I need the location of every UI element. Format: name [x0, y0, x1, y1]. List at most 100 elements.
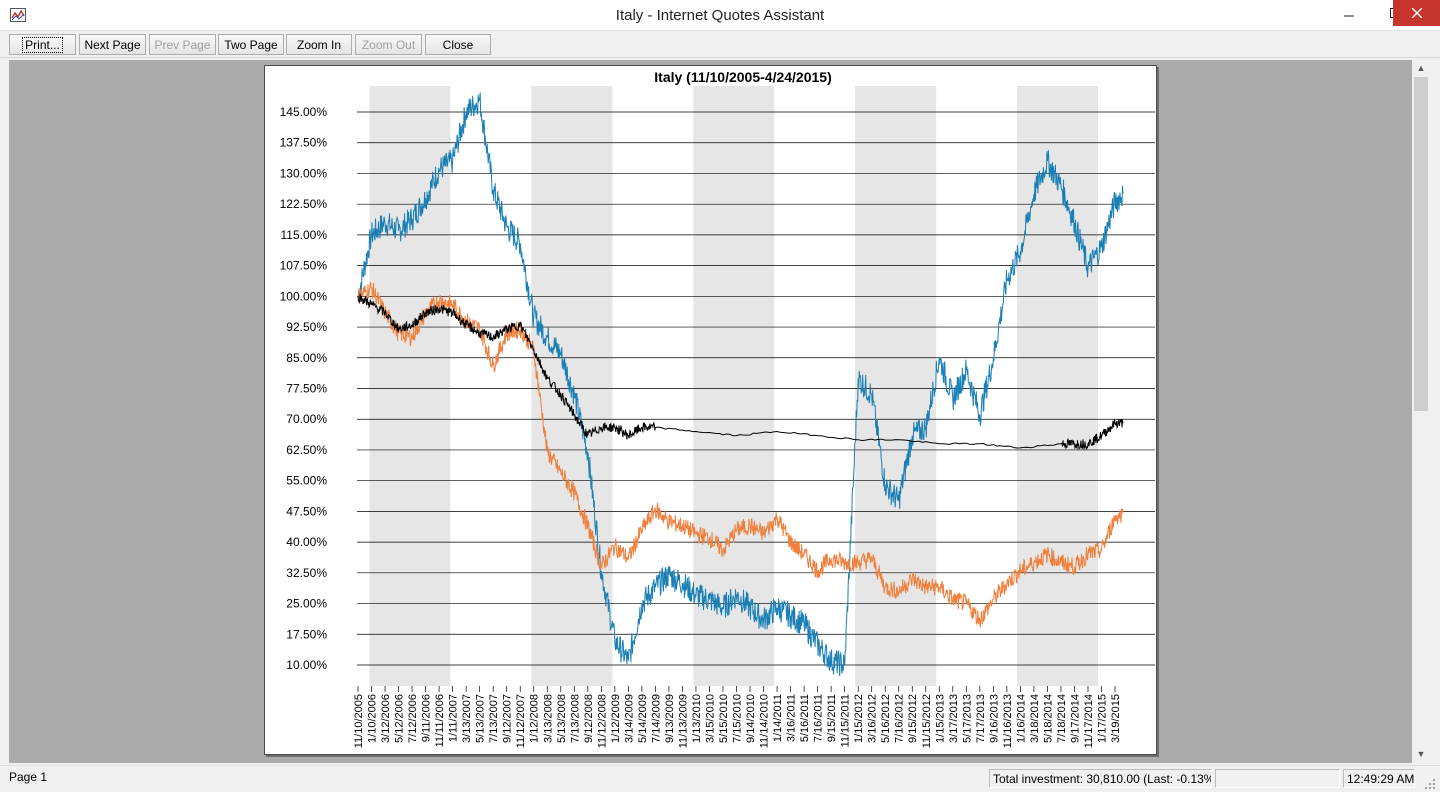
year-band: [1017, 86, 1098, 686]
x-tick-label: 9/13/2009: [664, 694, 676, 743]
title-bar: Italy - Internet Quotes Assistant: [0, 0, 1440, 31]
vertical-scrollbar[interactable]: ▲ ▼: [1412, 60, 1430, 763]
print-button-label: Print...: [22, 36, 63, 53]
x-tick-label: 11/15/2011: [840, 694, 852, 747]
x-tick-label: 5/13/2008: [556, 694, 568, 743]
x-tick-label: 7/15/2010: [732, 694, 744, 743]
y-tick-label: 137.50%: [280, 136, 328, 150]
x-tick-label: 7/16/2012: [894, 694, 906, 743]
y-tick-label: 17.50%: [286, 627, 327, 641]
x-tick-label: 1/12/2009: [610, 694, 622, 743]
chart: 145.00% 137.50% 130.00% 122.50% 115.00% 107.5…: [280, 69, 1155, 748]
zoom-out-label: Zoom Out: [361, 37, 416, 52]
x-tick-label: 3/16/2012: [867, 694, 879, 743]
y-tick-label: 10.00%: [286, 658, 327, 672]
close-preview-label: Close: [442, 37, 474, 52]
minimize-icon: [1344, 15, 1354, 17]
x-tick-label: 11/10/2005: [353, 694, 365, 748]
app-icon[interactable]: [10, 8, 26, 22]
x-tick-label: 7/16/2011: [813, 694, 825, 742]
y-tick-label: 85.00%: [286, 351, 327, 365]
zoom-in-button[interactable]: Zoom In: [286, 34, 352, 55]
y-tick-label: 107.50%: [280, 259, 328, 273]
x-tick-label: 9/12/2007: [502, 694, 514, 743]
x-tick-label: 9/16/2013: [988, 694, 1000, 743]
y-tick-label: 70.00%: [286, 412, 327, 426]
year-band: [531, 86, 613, 686]
x-tick-label: 3/18/2014: [1029, 694, 1041, 743]
x-tick-label: 11/12/2008: [596, 694, 608, 748]
x-tick-label: 1/10/2006: [367, 694, 379, 743]
x-tick-label: 5/15/2010: [718, 694, 730, 743]
year-bands: [369, 86, 1098, 686]
x-tick-label: 9/12/2008: [583, 694, 595, 743]
close-icon: [1411, 8, 1422, 18]
y-tick-label: 100.00%: [280, 289, 328, 303]
x-tick-label: 7/18/2014: [1056, 694, 1068, 743]
x-tick-label: 3/14/2009: [623, 694, 635, 743]
x-tick-label: 5/12/2006: [394, 694, 406, 743]
x-tick-label: 5/13/2007: [475, 694, 487, 743]
x-tick-label: 11/15/2012: [921, 694, 933, 748]
scroll-down-icon[interactable]: ▼: [1416, 749, 1426, 759]
y-tick-label: 47.50%: [286, 504, 327, 518]
x-tick-label: 3/19/2015: [1110, 694, 1122, 743]
x-tick-label: 11/12/2007: [515, 694, 527, 748]
x-tick-label: 1/15/2013: [934, 694, 946, 743]
x-tick-label: 3/13/2008: [542, 694, 554, 743]
next-page-button[interactable]: Next Page: [79, 34, 146, 55]
x-tick-label: 9/15/2012: [907, 694, 919, 743]
x-tick-label: 9/17/2014: [1069, 694, 1081, 743]
series-line-blue: [357, 92, 1124, 677]
y-tick-label: 25.00%: [286, 597, 327, 611]
window-title: Italy - Internet Quotes Assistant: [615, 7, 825, 24]
x-tick-label: 3/17/2013: [948, 694, 960, 743]
x-tick-label: 1/17/2015: [1097, 694, 1109, 743]
x-tick-label: 3/13/2007: [461, 694, 473, 743]
status-extra: [1215, 769, 1340, 788]
zoom-out-button: Zoom Out: [355, 34, 422, 55]
scroll-thumb[interactable]: [1414, 77, 1428, 411]
size-grip-icon[interactable]: [1424, 778, 1436, 790]
series-line-black: [357, 293, 1124, 451]
x-axis-labels: 11/10/2005 1/10/2006 3/12/2006 5/12/2006 7/1…: [353, 686, 1122, 748]
grid-lines: [357, 111, 1155, 666]
status-investment: Total investment: 30,810.00 (Last: -0.13…: [989, 769, 1212, 788]
status-bar: Page 1 Total investment: 30,810.00 (Last…: [0, 765, 1440, 792]
print-button[interactable]: Print...: [9, 34, 76, 55]
next-page-label: Next Page: [84, 37, 141, 52]
year-band: [693, 86, 775, 686]
x-tick-label: 5/16/2012: [880, 694, 892, 743]
scroll-up-icon[interactable]: ▲: [1416, 63, 1426, 73]
toolbar: Print... Next Page Prev Page Two Page Zo…: [0, 31, 1440, 58]
x-tick-label: 1/11/2007: [448, 694, 460, 742]
y-tick-label: 32.50%: [286, 566, 327, 580]
x-tick-label: 5/14/2009: [637, 694, 649, 743]
x-tick-label: 1/12/2008: [529, 694, 541, 743]
preview-page: 145.00% 137.50% 130.00% 122.50% 115.00% 107.5…: [264, 65, 1157, 755]
x-tick-label: 7/14/2009: [650, 694, 662, 743]
prev-page-label: Prev Page: [154, 37, 211, 52]
x-tick-label: 5/18/2014: [1042, 694, 1054, 743]
x-tick-label: 1/15/2012: [853, 694, 865, 743]
y-tick-label: 115.00%: [281, 228, 328, 242]
series-line-orange: [357, 281, 1124, 628]
x-tick-label: 9/11/2006: [421, 694, 433, 742]
x-tick-label: 11/17/2014: [1083, 694, 1095, 748]
x-tick-label: 11/11/2006: [434, 694, 446, 747]
y-tick-label: 55.00%: [286, 474, 327, 488]
x-tick-label: 9/15/2011: [826, 694, 838, 742]
x-tick-label: 5/16/2011: [799, 694, 811, 742]
x-tick-label: 7/12/2006: [407, 694, 419, 743]
series-lines: [357, 92, 1124, 677]
x-tick-label: 1/13/2010: [691, 694, 703, 743]
y-axis-labels: 145.00% 137.50% 130.00% 122.50% 115.00% 107.5…: [280, 105, 328, 672]
y-tick-label: 130.00%: [280, 166, 328, 180]
x-tick-label: 5/17/2013: [961, 694, 973, 743]
y-tick-label: 145.00%: [280, 105, 328, 119]
close-preview-button[interactable]: Close: [425, 34, 491, 55]
two-page-button[interactable]: Two Page: [218, 34, 284, 55]
close-window-button[interactable]: [1393, 0, 1440, 26]
minimize-button[interactable]: [1326, 0, 1372, 26]
y-tick-label: 122.50%: [280, 197, 328, 211]
